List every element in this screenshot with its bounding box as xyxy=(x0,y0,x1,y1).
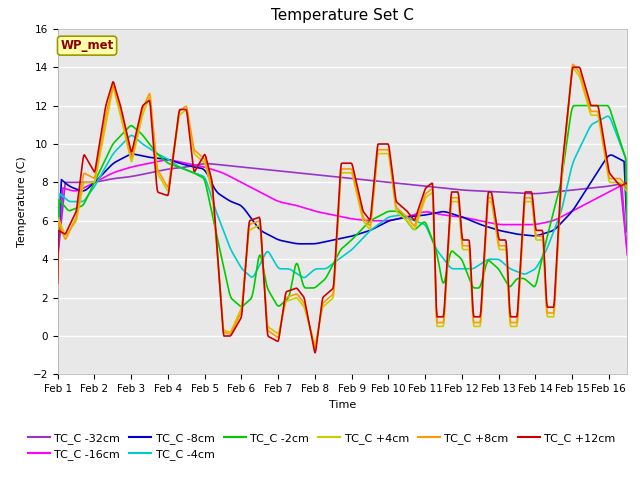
Title: Temperature Set C: Temperature Set C xyxy=(271,9,414,24)
Y-axis label: Temperature (C): Temperature (C) xyxy=(17,156,27,247)
X-axis label: Time: Time xyxy=(329,400,356,409)
Legend: TC_C -32cm, TC_C -16cm, TC_C -8cm, TC_C -4cm, TC_C -2cm, TC_C +4cm, TC_C +8cm, T: TC_C -32cm, TC_C -16cm, TC_C -8cm, TC_C … xyxy=(23,428,620,465)
Text: WP_met: WP_met xyxy=(60,39,114,52)
